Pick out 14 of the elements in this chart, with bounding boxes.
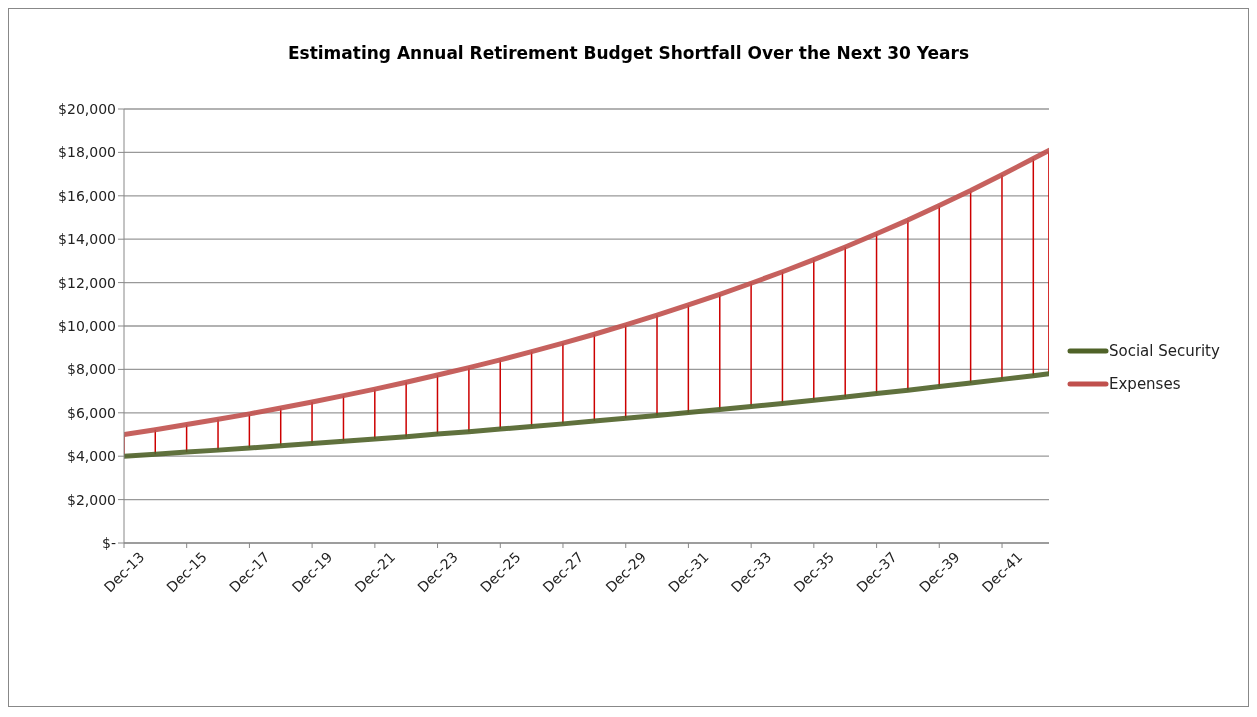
chart-title: Estimating Annual Retirement Budget Shortfall Over the Next 30 Years	[286, 43, 971, 63]
y-tick-label: $16,000	[58, 187, 116, 204]
y-tick-label: $2,000	[67, 491, 116, 508]
y-tick-label: $18,000	[58, 144, 116, 161]
y-tick-label: $10,000	[58, 317, 116, 334]
legend-label: Social Security	[1109, 341, 1220, 360]
y-tick-label: $-	[102, 534, 116, 551]
legend-label: Expenses	[1109, 374, 1181, 393]
y-tick-label: $6,000	[67, 404, 116, 421]
y-tick-label: $12,000	[58, 274, 116, 291]
y-tick-label: $14,000	[58, 231, 116, 248]
y-tick-label: $4,000	[67, 448, 116, 465]
y-tick-label: $8,000	[67, 361, 116, 378]
y-tick-label: $20,000	[58, 100, 116, 117]
